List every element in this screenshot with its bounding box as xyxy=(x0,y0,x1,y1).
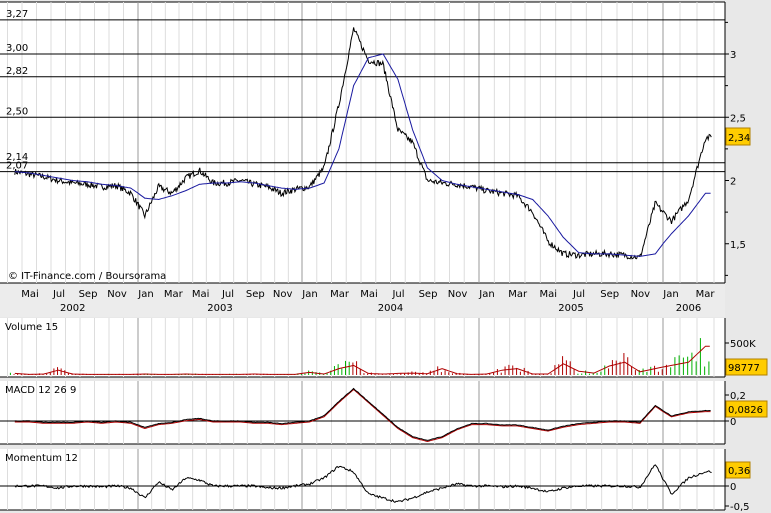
month-label: Sep xyxy=(79,289,98,300)
month-label: Jan xyxy=(478,289,494,300)
momentum-last-value: 0,36 xyxy=(728,466,750,477)
macd-plot-area xyxy=(0,381,725,444)
month-label: Sep xyxy=(246,289,265,300)
price-level-label: 3,27 xyxy=(6,9,28,20)
price-level-label: 2,82 xyxy=(6,66,28,77)
month-label: Mar xyxy=(696,289,716,300)
volume-last-value: 98777 xyxy=(728,363,760,374)
month-label: Mai xyxy=(21,289,39,300)
date-axis xyxy=(0,284,725,317)
volume-title: Volume 15 xyxy=(5,322,58,333)
month-label: Jan xyxy=(137,289,153,300)
month-label: Mai xyxy=(360,289,378,300)
price-last-badge xyxy=(725,127,751,146)
month-label: Mar xyxy=(164,289,184,300)
volume-average-line xyxy=(14,345,710,375)
momentum-axis-label: 0 xyxy=(730,482,736,493)
month-label: Mar xyxy=(330,289,350,300)
month-label: Nov xyxy=(631,289,651,300)
macd-line xyxy=(14,387,711,441)
year-label: 2002 xyxy=(60,303,85,314)
year-label: 2006 xyxy=(676,303,701,314)
volume-axis-label: 500K xyxy=(730,339,756,350)
macd-axis-label: 0,2 xyxy=(730,391,746,402)
price-axis-label: 1,5 xyxy=(730,240,746,251)
month-label: Mar xyxy=(508,289,528,300)
volume-plot-area xyxy=(0,318,725,377)
macd-title: MACD 12 26 9 xyxy=(5,385,76,396)
momentum-plot-area xyxy=(0,449,725,510)
momentum-last-badge xyxy=(725,461,751,479)
month-label: Sep xyxy=(419,289,438,300)
month-label: Jul xyxy=(221,289,234,300)
month-label: Jan xyxy=(301,289,317,300)
source-credit: © IT-Finance.com / Boursorama xyxy=(8,271,166,282)
year-label: 2005 xyxy=(558,303,583,314)
price-axis-label: 2 xyxy=(730,177,736,188)
macd-axis-label: 0 xyxy=(730,417,736,428)
year-label: 2003 xyxy=(207,303,232,314)
macd-last-badge xyxy=(725,400,768,418)
macd-signal-line xyxy=(14,388,711,443)
price-last-value: 2,34 xyxy=(728,133,750,144)
momentum-line xyxy=(14,464,712,504)
momentum-title: Momentum 12 xyxy=(5,453,78,464)
price-level-label: 2,07 xyxy=(6,161,28,172)
year-label: 2004 xyxy=(378,303,403,314)
volume-last-badge xyxy=(725,358,768,376)
price-level-label: 2,14 xyxy=(6,152,28,163)
momentum-axis-label: -0,5 xyxy=(730,502,750,513)
price-level-label: 3,00 xyxy=(6,43,28,54)
price-level-label: 2,50 xyxy=(6,106,28,117)
moving-average-line xyxy=(14,53,711,257)
month-label: Jan xyxy=(662,289,678,300)
month-label: Mai xyxy=(540,289,558,300)
price-axis-label: 2,5 xyxy=(730,113,746,124)
month-label: Sep xyxy=(600,289,619,300)
month-label: Nov xyxy=(107,289,127,300)
price-line xyxy=(14,27,712,260)
month-label: Jul xyxy=(52,289,65,300)
month-label: Jul xyxy=(572,289,585,300)
price-axis-label: 3 xyxy=(730,50,736,61)
price-plot-area xyxy=(0,2,725,283)
month-label: Mai xyxy=(192,289,210,300)
macd-last-value: 0,0826 xyxy=(728,405,763,416)
month-label: Jul xyxy=(391,289,404,300)
month-label: Nov xyxy=(273,289,293,300)
month-label: Nov xyxy=(448,289,468,300)
